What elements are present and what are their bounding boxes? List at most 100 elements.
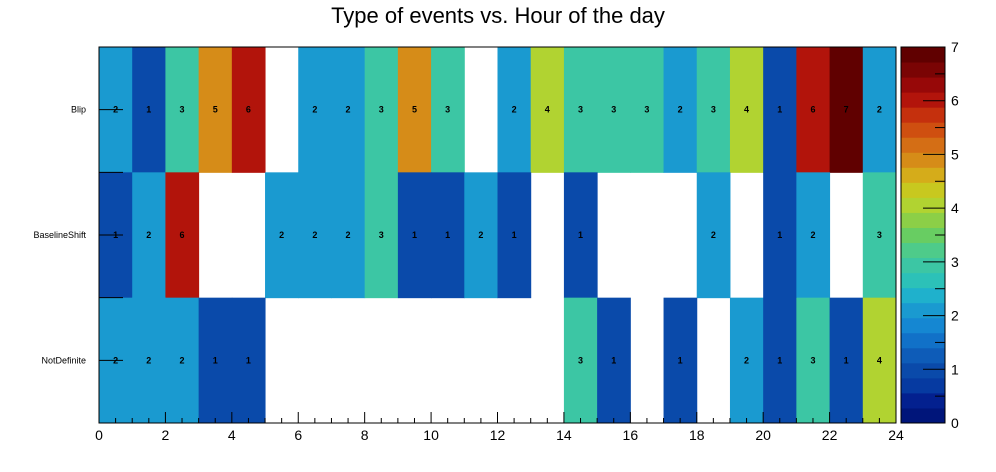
heatmap-cell — [497, 47, 532, 173]
heatmap-cell — [729, 297, 764, 424]
cell-value-label: 2 — [478, 230, 483, 240]
heatmap-cell — [630, 47, 665, 173]
cell-value-label: 1 — [445, 230, 450, 240]
cell-value-label: 3 — [644, 105, 649, 115]
heatmap-cell — [796, 172, 831, 299]
cell-value-label: 3 — [611, 105, 616, 115]
cell-value-label: 6 — [810, 105, 815, 115]
heatmap-cell — [530, 47, 565, 173]
colorbar-band — [901, 362, 945, 379]
colorbar-band — [901, 92, 945, 108]
cell-value-label: 6 — [180, 230, 185, 240]
cell-value-label: 1 — [412, 230, 417, 240]
colorbar-band — [901, 347, 945, 364]
x-tick-label: 4 — [228, 427, 236, 443]
colorbar-band — [901, 137, 945, 153]
heatmap-cell — [298, 172, 332, 299]
cell-value-label: 3 — [578, 105, 583, 115]
x-tick-label: 0 — [95, 427, 103, 443]
x-tick-label: 22 — [822, 427, 838, 443]
cell-value-label: 2 — [678, 105, 683, 115]
heatmap-cell — [397, 47, 432, 173]
x-tick-label: 2 — [162, 427, 170, 443]
cell-value-label: 1 — [512, 230, 517, 240]
heatmap-cell — [862, 172, 897, 299]
cell-value-label: 2 — [279, 230, 284, 240]
cell-value-label: 4 — [744, 105, 749, 115]
colorbar-band — [901, 212, 945, 228]
colorbar-band — [901, 317, 945, 334]
heatmap-cell — [563, 47, 598, 173]
x-tick-label: 24 — [888, 427, 904, 443]
colorbar-band — [901, 182, 945, 198]
cell-value-label: 3 — [578, 355, 583, 365]
colorbar-tick-label: 6 — [951, 93, 959, 109]
colorbar-band — [901, 332, 945, 349]
heatmap-cell — [729, 47, 764, 173]
heatmap-cell — [265, 172, 299, 299]
colorbar-tick-label: 3 — [951, 254, 959, 270]
cell-value-label: 3 — [810, 355, 815, 365]
heatmap-cell-labels: 2 1 3 5 6 2 2 3 5 3 2 4 3 3 3 2 3 4 1 6 7 2 1 2 6 2 2 2 3 1 1 2 1 1 2 1 2 3 2 2… — [113, 105, 882, 366]
heatmap-cell — [597, 47, 631, 173]
cell-value-label: 2 — [877, 105, 882, 115]
heatmap-cell — [364, 172, 399, 299]
colorbar-band — [901, 407, 945, 424]
colorbar-band — [901, 107, 945, 123]
heatmap-cell — [132, 47, 166, 173]
heatmap-cell — [862, 47, 897, 173]
heatmap-cell — [829, 47, 864, 173]
cell-value-label: 5 — [213, 105, 218, 115]
colorbar-band — [901, 167, 945, 183]
colorbar-tick-label: 0 — [951, 415, 959, 431]
colorbar-band — [901, 272, 945, 289]
colorbar-tick-label: 1 — [951, 361, 959, 377]
colorbar-band — [901, 227, 945, 244]
colorbar-band — [901, 302, 945, 319]
heatmap-cell — [763, 172, 797, 299]
cell-value-label: 2 — [512, 105, 517, 115]
cell-value-label: 1 — [777, 105, 782, 115]
heatmap-cell — [563, 172, 598, 299]
cell-value-label: 2 — [146, 355, 151, 365]
colorbar-band — [901, 287, 945, 304]
colorbar-band — [901, 47, 945, 63]
y-axis: Blip BaselineShift NotDefinite — [33, 46, 123, 424]
heatmap-cell — [663, 47, 698, 173]
x-tick-label: 10 — [423, 427, 439, 443]
cell-value-label: 2 — [146, 230, 151, 240]
heatmap-cell — [132, 172, 166, 299]
heatmap-cell — [597, 297, 631, 424]
heatmap-cell — [763, 47, 797, 173]
heatmap-cell — [696, 47, 731, 173]
heatmap-cell — [298, 47, 332, 173]
colorbar-tick-label: 7 — [951, 39, 959, 55]
colorbar-band — [901, 392, 945, 409]
colorbar: 0 1 2 3 4 5 6 7 — [900, 39, 959, 431]
cell-value-label: 1 — [611, 355, 616, 365]
cell-value-label: 5 — [412, 105, 417, 115]
cell-value-label: 1 — [146, 105, 151, 115]
cell-value-label: 2 — [180, 355, 185, 365]
cell-value-label: 2 — [810, 230, 815, 240]
x-tick-label: 14 — [556, 427, 572, 443]
colorbar-band — [901, 242, 945, 259]
heatmap-cell — [763, 297, 797, 424]
heatmap-cell — [862, 297, 897, 424]
colorbar-tick-label: 4 — [951, 200, 959, 216]
heatmap-cell — [364, 47, 399, 173]
heatmap-cell — [829, 297, 864, 424]
heatmap-cells — [99, 47, 897, 424]
cell-value-label: 3 — [445, 105, 450, 115]
cell-value-label: 4 — [545, 105, 550, 115]
cell-value-label: 2 — [346, 105, 351, 115]
heatmap-cell — [397, 172, 432, 299]
colorbar-band — [901, 122, 945, 138]
heatmap-cell — [132, 297, 166, 424]
heatmap-cell — [165, 297, 200, 424]
heatmap-cell — [696, 172, 731, 299]
x-tick-label: 12 — [490, 427, 506, 443]
heatmap-cell — [497, 172, 532, 299]
heatmap-cell — [231, 47, 266, 173]
